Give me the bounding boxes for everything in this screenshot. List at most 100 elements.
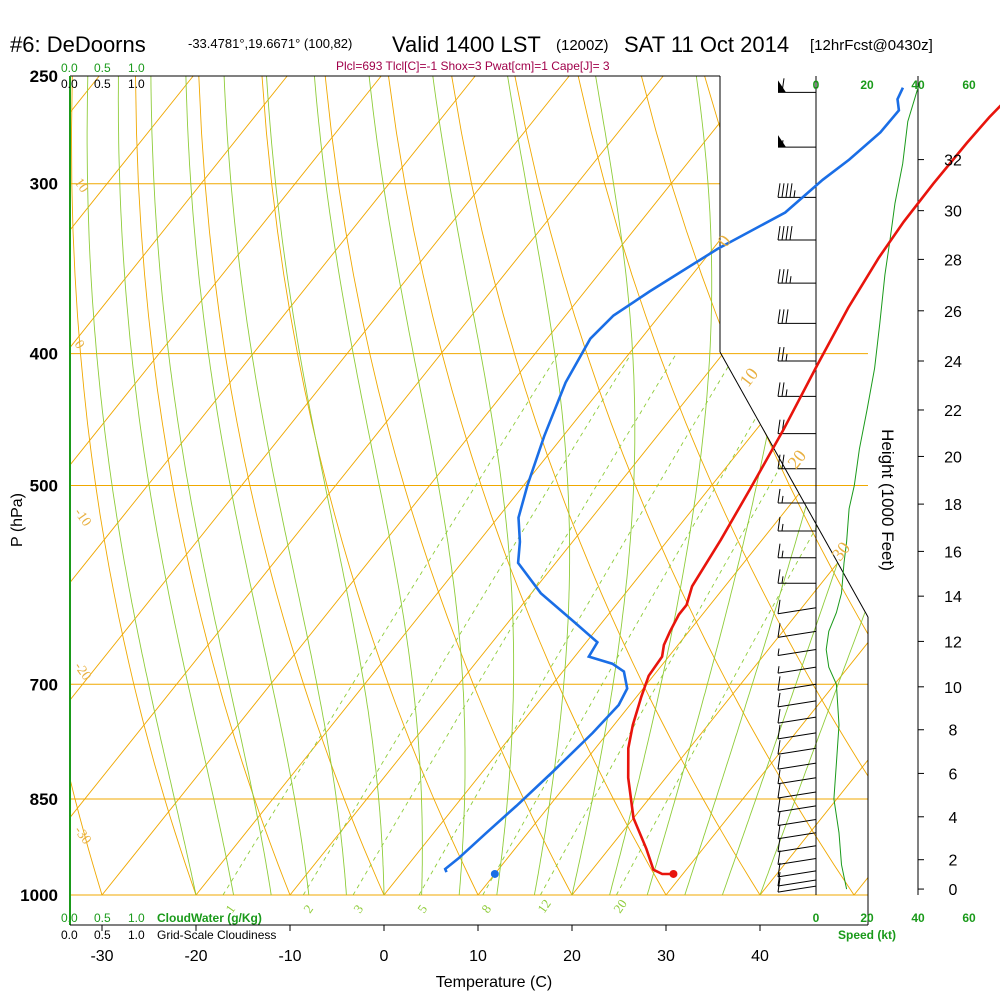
temperature-axis: -30 -20 -10 0 10 20 30 40: [90, 925, 769, 965]
dry-adiabat: [71, 76, 197, 895]
temperature-tick-label: 40: [751, 948, 769, 965]
wind-barb-feather: [777, 769, 781, 784]
height-tick-label: 30: [944, 204, 962, 221]
wind-barb-feather: [777, 346, 781, 362]
wind-barb-feather: [777, 811, 781, 826]
wind-barb-feather: [777, 382, 781, 397]
speed-axis-title: Speed (kt): [838, 928, 896, 942]
wind-barb-feather: [781, 454, 785, 469]
stability-indices: Plcl=693 Tlcl[C]=-1 Shox=3 Pwat[cm]=1 Ca…: [336, 59, 610, 73]
isotherm: [665, 76, 868, 895]
height-tick-label: 0: [949, 882, 958, 899]
cloud-scale-top: 0.0 0.5 1.0 0.0 0.5 1.0: [61, 61, 145, 91]
dry-adiabat: [640, 76, 868, 895]
wind-barb: [778, 135, 816, 148]
wind-barb: [777, 269, 816, 284]
wind-barb: [777, 648, 817, 657]
pressure-tick-label: 400: [30, 345, 58, 364]
wind-barb: [777, 569, 816, 584]
cloudiness-label: Grid-Scale Cloudiness: [157, 928, 276, 942]
moist-adiabat: [223, 76, 347, 895]
mixing-ratio-2: [302, 353, 632, 895]
wind-barb-feather: [777, 183, 781, 198]
wind-barb-feather: [777, 740, 781, 755]
dry-adiabat: [324, 76, 573, 895]
wind-barb: [777, 454, 816, 470]
wind-barb-staff: [777, 747, 817, 755]
wind-barb: [777, 543, 816, 559]
dry-adiabat: [198, 76, 385, 895]
wind-barb-staff: [777, 666, 817, 674]
wind-barb-staff: [777, 832, 817, 840]
wind-barb: [777, 676, 817, 691]
wind-barb: [777, 346, 816, 362]
wind-barb-staff: [777, 630, 817, 638]
wind-barb-feather: [777, 543, 781, 558]
height-tick-label: 18: [944, 497, 962, 514]
dry-adiabat: [958, 76, 1000, 895]
cloudiness-scale-1: 1.0: [128, 77, 145, 91]
wind-barb-feather: [777, 871, 781, 887]
wind-barb-feather: [777, 878, 781, 893]
dry-adiabat: [577, 76, 868, 895]
wind-barb: [777, 871, 817, 887]
station-coords: -33.4781°,19.6671° (100,82): [188, 36, 352, 51]
wind-barb-feather: [777, 599, 781, 614]
mixing-ratio-label: 20: [610, 896, 630, 915]
cloudwater-bottom-05: 0.5: [94, 911, 111, 925]
wind-barb-staff: [777, 683, 817, 691]
wind-barb-staff: [777, 777, 817, 785]
wind-barb-half: [777, 648, 780, 656]
dry-adiabat: [388, 76, 667, 895]
height-tick-label: 6: [949, 766, 958, 783]
moist-adiabat: [117, 76, 235, 895]
pressure-tick-label: 250: [30, 67, 58, 86]
mixing-ratio-label: 8: [478, 902, 494, 916]
isotherm: [70, 76, 382, 895]
wind-barb: [777, 837, 817, 853]
surface-dewpoint-marker: [490, 869, 499, 878]
wind-barb-feather: [777, 837, 781, 852]
speed-top-60: 60: [962, 78, 976, 92]
mixing-ratio-20: [616, 353, 868, 895]
wind-barbs: [777, 78, 817, 893]
wind-barb-feather: [777, 692, 781, 707]
height-tick-label: 14: [944, 589, 962, 606]
temperature-tick-label: 20: [563, 948, 581, 965]
wind-barb: [777, 755, 817, 770]
wind-barb-staff: [777, 791, 817, 799]
wind-barb: [777, 692, 817, 708]
wind-barb-half: [793, 190, 796, 198]
isotherm: [0, 76, 5, 895]
wind-barb-feather: [777, 724, 781, 739]
wind-barb-feather: [777, 623, 781, 638]
wind-barb: [777, 516, 816, 532]
pressure-tick-label: 500: [30, 477, 58, 496]
wind-barb: [777, 709, 817, 724]
wind-barb-staff: [777, 762, 817, 770]
wind-barb-staff: [777, 805, 817, 813]
wind-speed-scale: 0 20 40 60 0 20 40 60 Speed (kt): [813, 78, 976, 942]
wind-barb-half: [789, 276, 792, 284]
wind-barb-half: [781, 140, 784, 148]
speed-bottom-20: 20: [860, 911, 874, 925]
wind-barb-half: [777, 666, 780, 674]
mixing-ratio-5: [418, 353, 737, 895]
forecast-info: [12hrFcst@0430z]: [810, 37, 933, 54]
pressure-tick-label: 850: [30, 790, 58, 809]
wind-barb: [777, 666, 817, 674]
wind-barb-feather: [777, 269, 781, 284]
wind-barb: [777, 862, 817, 878]
wind-speed-profile: [825, 87, 919, 890]
moist-adiabat: [313, 76, 423, 895]
speed-top-0: 0: [813, 78, 820, 92]
wind-barb-feather: [781, 78, 785, 93]
wind-barb-feather: [777, 419, 781, 434]
wind-barb-half: [781, 495, 784, 504]
moist-adiabats: [86, 76, 868, 895]
cloudwater-scale-1: 1.0: [128, 61, 145, 75]
isotherm: [383, 76, 868, 895]
wind-barb-feather: [781, 225, 785, 241]
cloud-scale-bottom: 0.0 0.5 1.0 CloudWater (g/Kg) 0.0 0.5 1.…: [61, 911, 276, 942]
wind-barb-feather: [777, 676, 781, 691]
